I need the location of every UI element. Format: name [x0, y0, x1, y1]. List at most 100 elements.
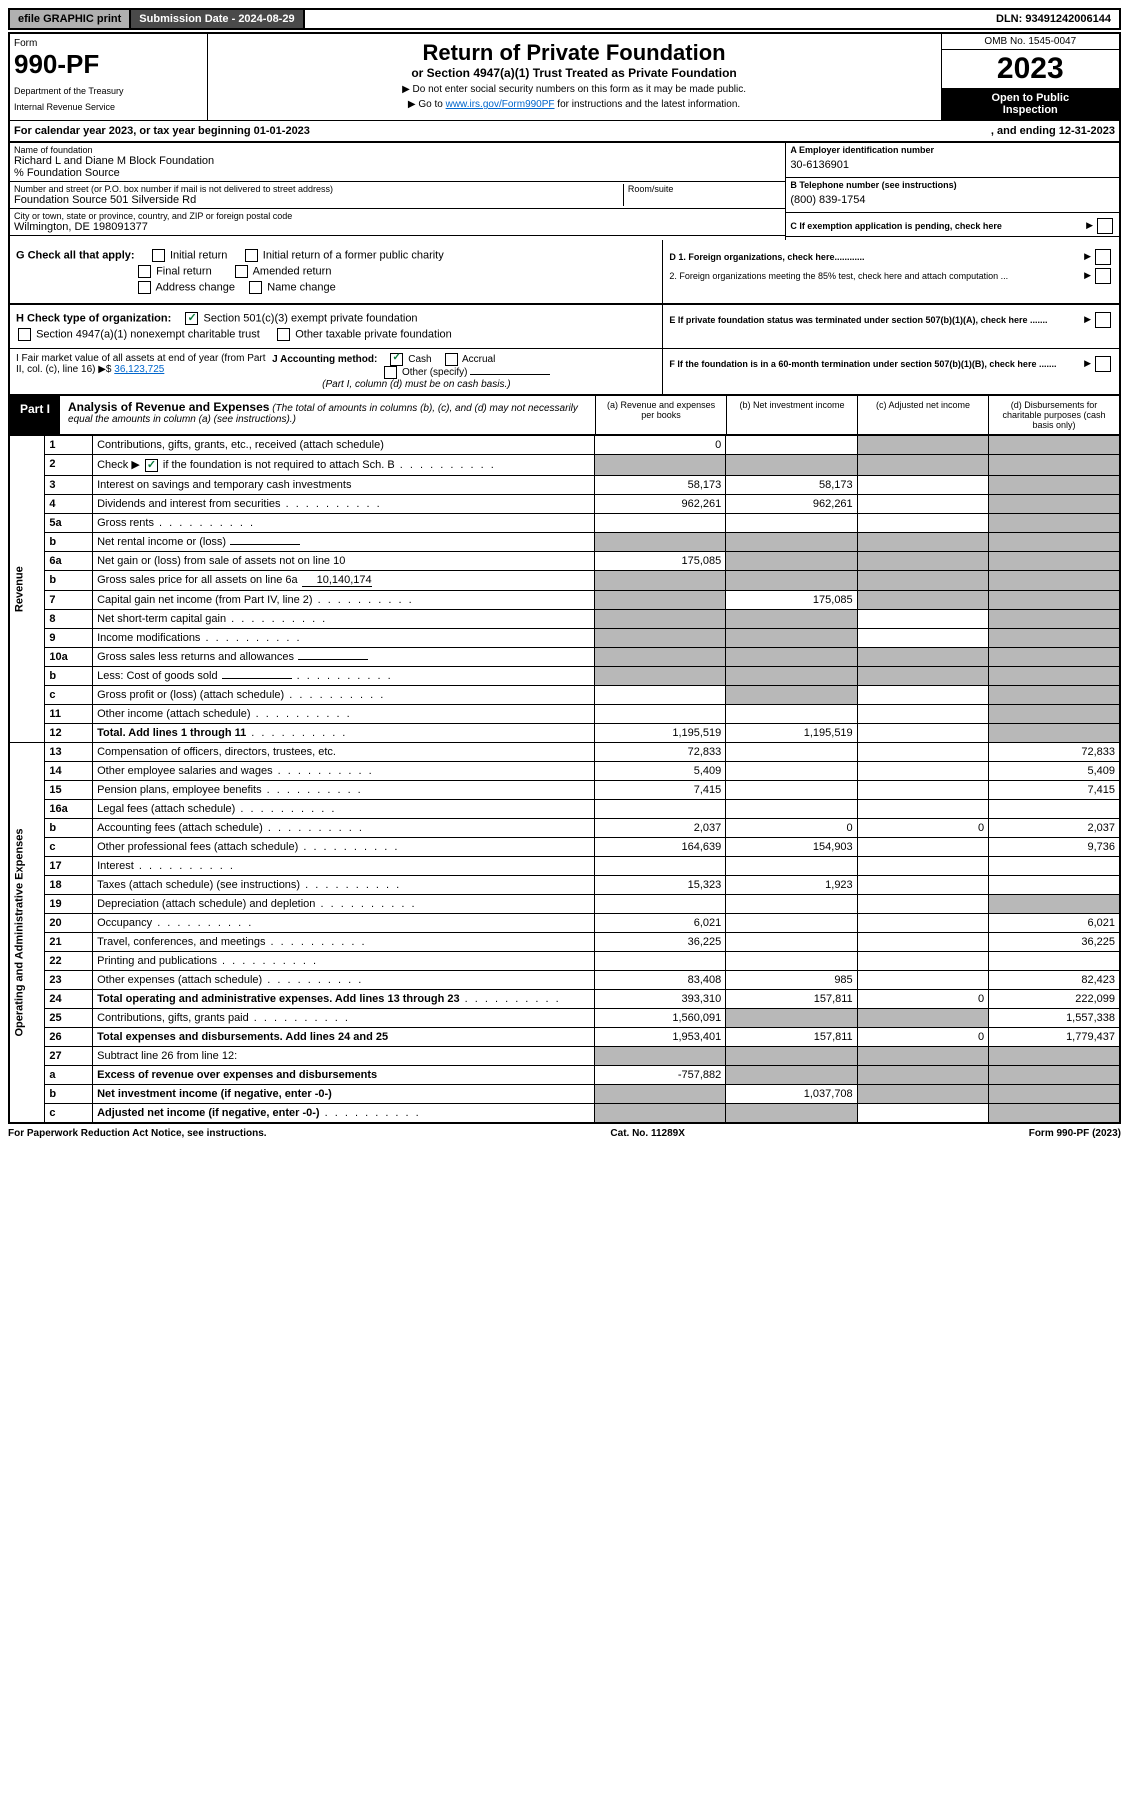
cal-year-end: , and ending 12-31-2023: [991, 125, 1115, 137]
cell-amount: [594, 894, 725, 913]
line-desc: Other employee salaries and wages: [93, 761, 595, 780]
line-desc: Less: Cost of goods sold: [93, 666, 595, 685]
checks-h-e: H Check type of organization: Section 50…: [8, 305, 1121, 349]
line-desc: Total operating and administrative expen…: [93, 989, 595, 1008]
cell-amount: 962,261: [594, 494, 725, 513]
cell-shaded: [989, 647, 1120, 666]
e-checkbox[interactable]: [1095, 312, 1111, 328]
cell-amount: 1,779,437: [989, 1027, 1120, 1046]
col-d-head: (d) Disbursements for charitable purpose…: [988, 396, 1119, 434]
cell-amount: 175,085: [594, 551, 725, 570]
cell-shaded: [857, 570, 988, 590]
cell-amount: [594, 799, 725, 818]
cell-amount: 175,085: [726, 590, 857, 609]
4947-checkbox[interactable]: [18, 328, 31, 341]
irs-link[interactable]: www.irs.gov/Form990PF: [446, 99, 555, 110]
cell-amount: [726, 704, 857, 723]
line-num: c: [45, 1103, 93, 1123]
line-num: 23: [45, 970, 93, 989]
line-desc: Gross rents: [93, 513, 595, 532]
cell-amount: [857, 894, 988, 913]
cell-amount: [857, 704, 988, 723]
cell-amount: [857, 913, 988, 932]
cat-no: Cat. No. 11289X: [610, 1128, 684, 1139]
name-change-cb[interactable]: [249, 281, 262, 294]
line-desc: Legal fees (attach schedule): [93, 799, 595, 818]
cell-amount: 0: [857, 1027, 988, 1046]
cell-amount: 1,923: [726, 875, 857, 894]
line-num: b: [45, 1084, 93, 1103]
d1-checkbox[interactable]: [1095, 249, 1111, 265]
line-num: 21: [45, 932, 93, 951]
j-note: (Part I, column (d) must be on cash basi…: [272, 379, 656, 390]
line-desc: Total. Add lines 1 through 11: [93, 723, 595, 742]
cell-shaded: [989, 723, 1120, 742]
initial-former-cb[interactable]: [245, 249, 258, 262]
cell-shaded: [594, 532, 725, 551]
line-num: 4: [45, 494, 93, 513]
cell-amount: 157,811: [726, 1027, 857, 1046]
line-desc: Contributions, gifts, grants paid: [93, 1008, 595, 1027]
cell-shaded: [989, 1103, 1120, 1123]
line-desc: Occupancy: [93, 913, 595, 932]
addr-label: Number and street (or P.O. box number if…: [14, 184, 623, 194]
line-num: 1: [45, 436, 93, 455]
exemption-checkbox[interactable]: [1097, 218, 1113, 234]
j-label: J Accounting method:: [272, 354, 377, 365]
line-num: 18: [45, 875, 93, 894]
other-taxable-checkbox[interactable]: [277, 328, 290, 341]
phone-value: (800) 839-1754: [790, 190, 1115, 210]
cell-amount: 36,225: [594, 932, 725, 951]
cell-shaded: [857, 1008, 988, 1027]
cell-shaded: [989, 532, 1120, 551]
cash-checkbox[interactable]: [390, 353, 403, 366]
accrual-checkbox[interactable]: [445, 353, 458, 366]
sch-b-checkbox[interactable]: [145, 459, 158, 472]
expenses-side-label: Operating and Administrative Expenses: [9, 742, 45, 1123]
fmv-value[interactable]: 36,123,725: [114, 364, 164, 375]
cell-shaded: [857, 1065, 988, 1084]
cell-amount: 6,021: [594, 913, 725, 932]
other-method-checkbox[interactable]: [384, 366, 397, 379]
col-b-head: (b) Net investment income: [726, 396, 857, 434]
address-change-cb[interactable]: [138, 281, 151, 294]
line-num: 19: [45, 894, 93, 913]
cell-shaded: [726, 647, 857, 666]
line-num: 14: [45, 761, 93, 780]
line-num: 24: [45, 989, 93, 1008]
cell-amount: [594, 951, 725, 970]
cell-shaded: [594, 1084, 725, 1103]
cell-amount: [857, 609, 988, 628]
h-label: H Check type of organization:: [16, 312, 171, 324]
501c3-checkbox[interactable]: [185, 312, 198, 325]
cell-amount: [857, 951, 988, 970]
cell-amount: [594, 856, 725, 875]
line-desc: Travel, conferences, and meetings: [93, 932, 595, 951]
e-label: E If private foundation status was termi…: [669, 315, 1047, 325]
form-header: Form 990-PF Department of the Treasury I…: [8, 32, 1121, 120]
cell-amount: [726, 436, 857, 455]
exemption-label: C If exemption application is pending, c…: [790, 221, 1002, 231]
irs-label: Internal Revenue Service: [14, 102, 203, 112]
cell-amount: [726, 951, 857, 970]
cell-amount: 962,261: [726, 494, 857, 513]
amended-return-cb[interactable]: [235, 265, 248, 278]
col-c-head: (c) Adjusted net income: [857, 396, 988, 434]
part1-header: Part I Analysis of Revenue and Expenses …: [8, 396, 1121, 436]
initial-return-cb[interactable]: [152, 249, 165, 262]
cell-shaded: [726, 532, 857, 551]
cell-amount: [726, 780, 857, 799]
line-desc: Depreciation (attach schedule) and deple…: [93, 894, 595, 913]
line-num: 7: [45, 590, 93, 609]
f-checkbox[interactable]: [1095, 356, 1111, 372]
cell-amount: [857, 932, 988, 951]
final-return-cb[interactable]: [138, 265, 151, 278]
cell-amount: 5,409: [989, 761, 1120, 780]
d2-checkbox[interactable]: [1095, 268, 1111, 284]
checks-g-d: G Check all that apply: Initial return I…: [8, 240, 1121, 305]
form-number: 990-PF: [14, 49, 203, 80]
goto-pre: ▶ Go to: [408, 99, 446, 110]
line-desc: Dividends and interest from securities: [93, 494, 595, 513]
cell-shaded: [726, 455, 857, 476]
g-initial-former: Initial return of a former public charit…: [263, 249, 444, 261]
